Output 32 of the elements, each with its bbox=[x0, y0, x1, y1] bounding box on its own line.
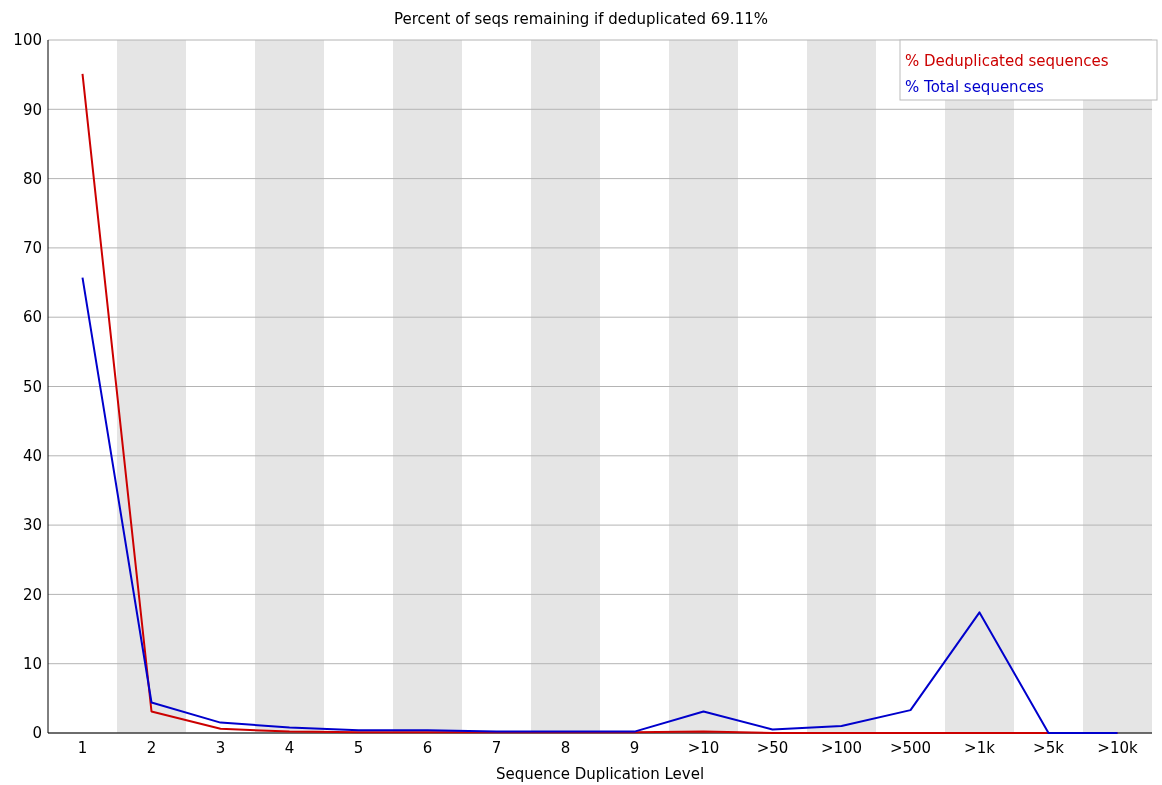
x-tick-label: >10 bbox=[687, 739, 720, 757]
y-tick-label: 30 bbox=[22, 516, 42, 535]
x-tick-label: 7 bbox=[491, 739, 502, 757]
y-tick-label: 70 bbox=[22, 239, 42, 258]
text: % Total sequences bbox=[905, 78, 1045, 96]
x-axis-title: Sequence Duplication Level bbox=[495, 765, 705, 783]
x-tick-label: >500 bbox=[889, 739, 932, 757]
x-tick-label: 4 bbox=[284, 739, 295, 757]
y-tick-label: 100 bbox=[13, 31, 42, 50]
x-tick-label: 3 bbox=[215, 739, 226, 757]
x-tick-label: >50 bbox=[756, 739, 789, 757]
x-tick-label: 8 bbox=[560, 739, 571, 757]
y-tick-label: 90 bbox=[22, 100, 42, 119]
x-tick-label: >10k bbox=[1097, 739, 1138, 757]
x-tick-label: >1k bbox=[964, 739, 996, 757]
x-tick-label: >5k bbox=[1033, 739, 1065, 757]
x-tick-label: 2 bbox=[146, 739, 157, 757]
y-tick-label: 0 bbox=[32, 724, 42, 743]
x-tick-label: 5 bbox=[353, 739, 364, 757]
y-tick-label: 80 bbox=[22, 169, 42, 188]
y-tick-label: 40 bbox=[22, 447, 42, 466]
chart-title: Percent of seqs remaining if deduplicated 69.11% bbox=[394, 10, 768, 28]
x-tick-label: 9 bbox=[629, 739, 640, 757]
y-tick-label: 60 bbox=[22, 308, 42, 327]
y-tick-label: 50 bbox=[22, 377, 42, 396]
y-tick-label: 10 bbox=[22, 654, 42, 673]
line-series bbox=[81, 276, 1119, 734]
y-tick-label: 20 bbox=[22, 585, 42, 604]
x-tick-label: 1 bbox=[77, 739, 88, 757]
text: % Deduplicated sequences bbox=[905, 52, 1109, 70]
x-tick-label: 6 bbox=[422, 739, 433, 757]
x-tick-label: >100 bbox=[820, 739, 863, 757]
